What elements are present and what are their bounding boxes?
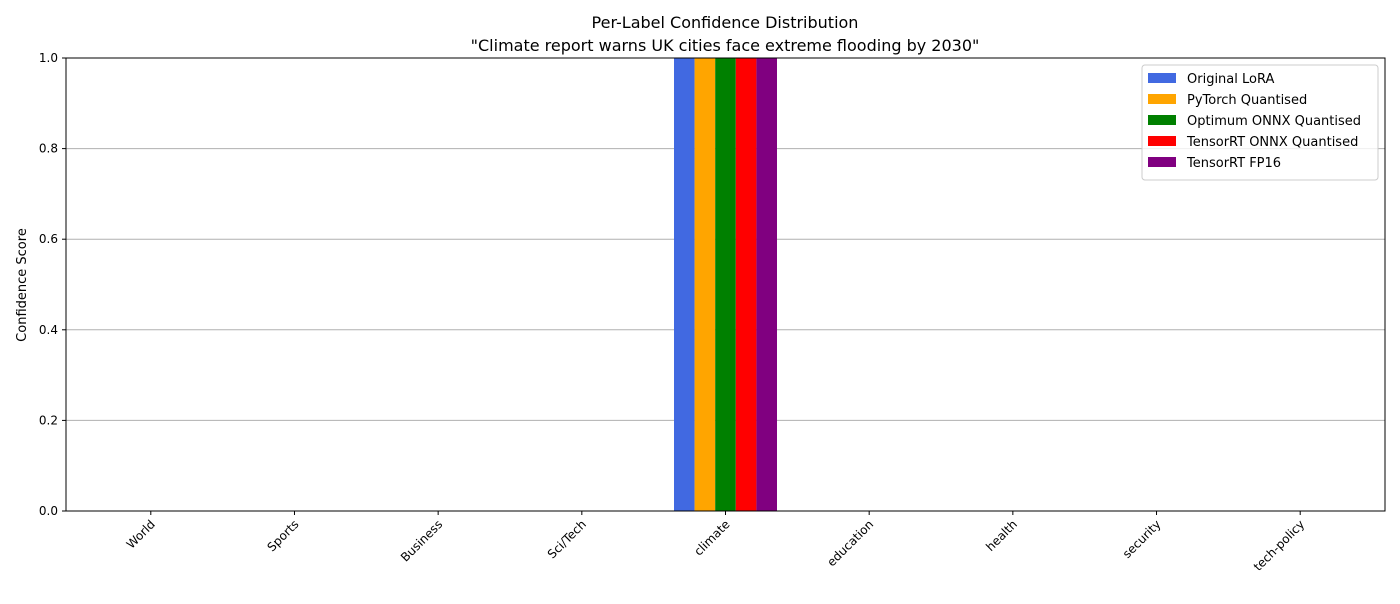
x-tick-label: climate <box>691 517 732 558</box>
legend-swatch <box>1148 157 1176 167</box>
chart-subtitle: "Climate report warns UK cities face ext… <box>471 36 980 55</box>
y-tick-label: 0.4 <box>39 323 58 337</box>
bar <box>674 58 695 511</box>
legend: Original LoRA PyTorch Quantised Optimum ON… <box>1141 64 1379 181</box>
y-axis: 0.0 0.2 0.4 0.6 0.8 1.0 <box>39 51 66 518</box>
x-tick-label: Sci/Tech <box>545 517 589 561</box>
x-axis: World Sports Business Sci/Tech climate educat… <box>124 511 1308 574</box>
bar <box>735 58 757 511</box>
x-tick-label: Business <box>398 517 445 564</box>
legend-swatch <box>1148 94 1176 104</box>
legend-label: Original LoRA <box>1187 72 1274 87</box>
y-tick-label: 0.8 <box>39 142 58 156</box>
x-tick-label: health <box>983 517 1020 554</box>
bar <box>715 58 736 511</box>
legend-label: TensorRT FP16 <box>1186 156 1281 171</box>
x-tick-label: World <box>124 517 158 551</box>
x-tick-label: security <box>1120 517 1164 561</box>
x-tick-label: education <box>824 517 876 569</box>
y-tick-label: 0.6 <box>39 232 58 246</box>
y-axis-label: Confidence Score <box>15 228 30 342</box>
bar <box>756 58 777 511</box>
legend-swatch <box>1148 136 1176 146</box>
legend-swatch <box>1148 73 1176 83</box>
x-tick-label: tech-policy <box>1251 517 1308 574</box>
y-tick-label: 1.0 <box>39 51 58 65</box>
x-tick-label: Sports <box>264 517 301 554</box>
legend-box <box>1141 64 1379 181</box>
y-tick-label: 0.0 <box>39 504 58 518</box>
bar <box>694 58 716 511</box>
legend-label: PyTorch Quantised <box>1187 93 1307 108</box>
legend-label: TensorRT ONNX Quantised <box>1186 135 1358 150</box>
legend-swatch <box>1148 115 1176 125</box>
y-tick-label: 0.2 <box>39 413 58 427</box>
chart-title: Per-Label Confidence Distribution <box>592 13 859 32</box>
legend-label: Optimum ONNX Quantised <box>1187 114 1361 129</box>
bars <box>674 58 777 511</box>
